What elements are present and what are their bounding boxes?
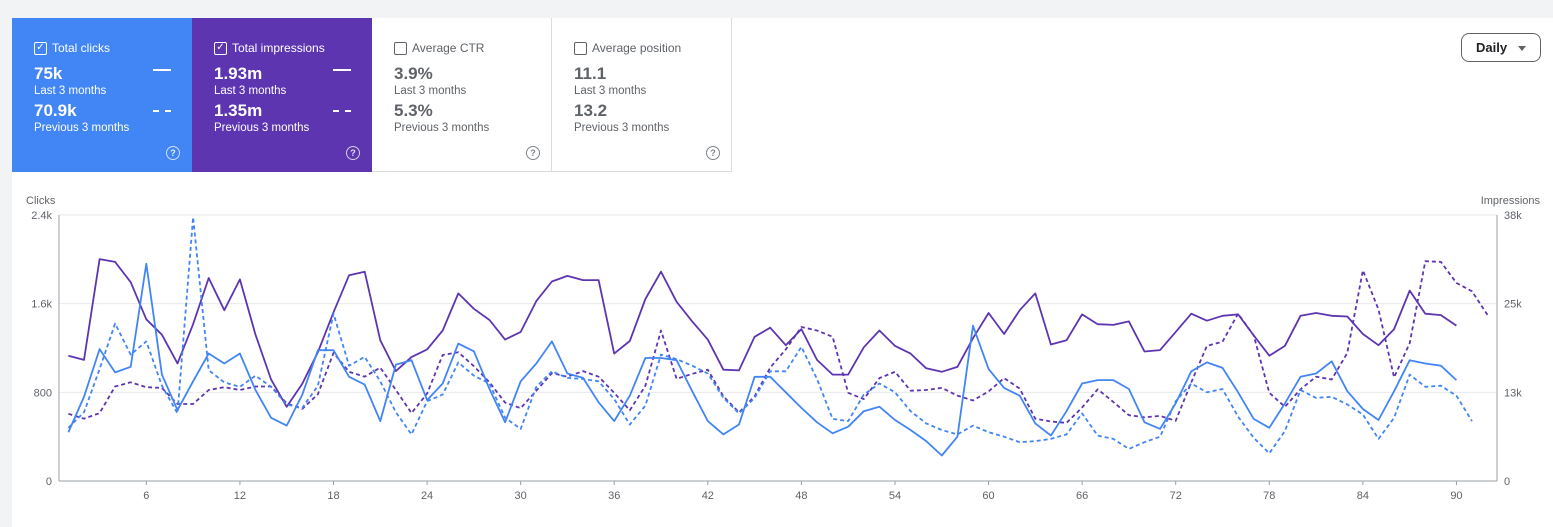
help-icon[interactable]: ? [706, 146, 720, 160]
card-label: Total impressions [232, 41, 325, 55]
x-tick-label: 90 [1450, 490, 1462, 502]
card-label: Average position [592, 41, 682, 55]
y-tick-label-left: 800 [34, 387, 52, 399]
help-icon[interactable]: ? [346, 146, 360, 160]
chart-axes [58, 215, 1498, 485]
card-value: 11.1 [574, 64, 607, 83]
metric-card-total-impressions[interactable]: ✓ Total impressions 1.93m Last 3 months … [192, 18, 372, 172]
card-value: 3.9% [394, 64, 433, 83]
checkbox-icon[interactable] [394, 41, 407, 55]
help-icon[interactable]: ? [526, 146, 540, 160]
granularity-dropdown[interactable]: Daily [1461, 33, 1541, 62]
x-tick-label: 72 [1170, 490, 1182, 502]
card-period: Last 3 months [34, 85, 107, 97]
y-tick-label-right: 38k [1504, 210, 1522, 222]
card-header: Average CTR [394, 40, 551, 56]
chart-grid [59, 214, 1497, 482]
card-prev-period: Previous 3 months [574, 122, 670, 134]
checkbox-icon[interactable] [574, 41, 587, 55]
card-prev-value: 13.2 [574, 101, 608, 120]
card-value: 1.93m [214, 64, 263, 83]
help-icon[interactable]: ? [166, 146, 180, 160]
metric-card-average-position[interactable]: Average position 11.1 Last 3 months 13.2… [552, 18, 732, 172]
metric-card-average-ctr[interactable]: Average CTR 3.9% Last 3 months 5.3% Prev… [372, 18, 552, 172]
checkbox-icon[interactable]: ✓ [34, 41, 47, 55]
metric-card-total-clicks[interactable]: ✓ Total clicks 75k Last 3 months 70.9k P… [12, 18, 192, 172]
granularity-label: Daily [1476, 40, 1508, 55]
solid-line-legend-icon [333, 69, 351, 71]
y-axis-title-right: Impressions [1481, 195, 1541, 207]
performance-panel: 0 0 800 13k 1.6k 25k 2.4k 38k 6 12 18 24 30 36 42 48 54 6… [12, 18, 1553, 527]
card-value: 75k [34, 64, 63, 83]
performance-chart: 0 0 800 13k 1.6k 25k 2.4k 38k 6 12 18 24 30 36 42 48 54 6… [26, 195, 1541, 502]
x-tick-label: 30 [515, 490, 527, 502]
card-header: Average position [574, 40, 731, 56]
x-tick-label: 78 [1263, 490, 1275, 502]
card-period: Last 3 months [574, 85, 647, 97]
x-tick-label: 60 [982, 490, 994, 502]
impressions-previous-line [68, 260, 1489, 424]
x-tick-label: 48 [795, 490, 807, 502]
y-tick-label-left: 2.4k [31, 210, 52, 222]
card-label: Total clicks [52, 41, 111, 55]
solid-line-legend-icon [153, 69, 171, 71]
card-header: ✓ Total impressions [214, 40, 372, 56]
x-tick-label: 66 [1076, 490, 1088, 502]
chart-labels: 0 0 800 13k 1.6k 25k 2.4k 38k 6 12 18 24 30 36 42 48 54 6… [26, 195, 1541, 502]
x-tick-label: 24 [421, 490, 433, 502]
y-tick-label-right: 0 [1504, 476, 1510, 488]
card-prev-period: Previous 3 months [214, 122, 310, 134]
y-tick-label-right: 25k [1504, 299, 1522, 311]
checkbox-icon[interactable]: ✓ [214, 41, 227, 55]
card-period: Last 3 months [394, 85, 467, 97]
y-tick-label-left: 0 [46, 476, 52, 488]
x-tick-label: 54 [889, 490, 901, 502]
clicks-previous-line [67, 216, 1473, 455]
x-tick-label: 12 [234, 490, 246, 502]
card-prev-value: 1.35m [214, 101, 263, 120]
card-prev-period: Previous 3 months [34, 122, 130, 134]
dashed-line-legend-icon [153, 110, 171, 112]
dashed-line-legend-icon [333, 110, 351, 112]
y-tick-label-left: 1.6k [31, 299, 52, 311]
y-tick-label-right: 13k [1504, 387, 1522, 399]
x-tick-label: 6 [143, 490, 149, 502]
card-prev-value: 70.9k [34, 101, 77, 120]
caret-down-icon [1518, 46, 1526, 51]
card-label: Average CTR [412, 41, 485, 55]
x-tick-label: 84 [1357, 490, 1369, 502]
card-prev-period: Previous 3 months [394, 122, 490, 134]
card-prev-value: 5.3% [394, 101, 433, 120]
x-tick-label: 42 [702, 490, 714, 502]
clicks-current-line [67, 262, 1458, 457]
card-header: ✓ Total clicks [34, 40, 192, 56]
chart-series [67, 216, 1489, 457]
y-axis-title-left: Clicks [26, 195, 56, 207]
card-period: Last 3 months [214, 85, 287, 97]
x-tick-label: 36 [608, 490, 620, 502]
x-tick-label: 18 [327, 490, 339, 502]
impressions-current-line [68, 258, 1457, 408]
